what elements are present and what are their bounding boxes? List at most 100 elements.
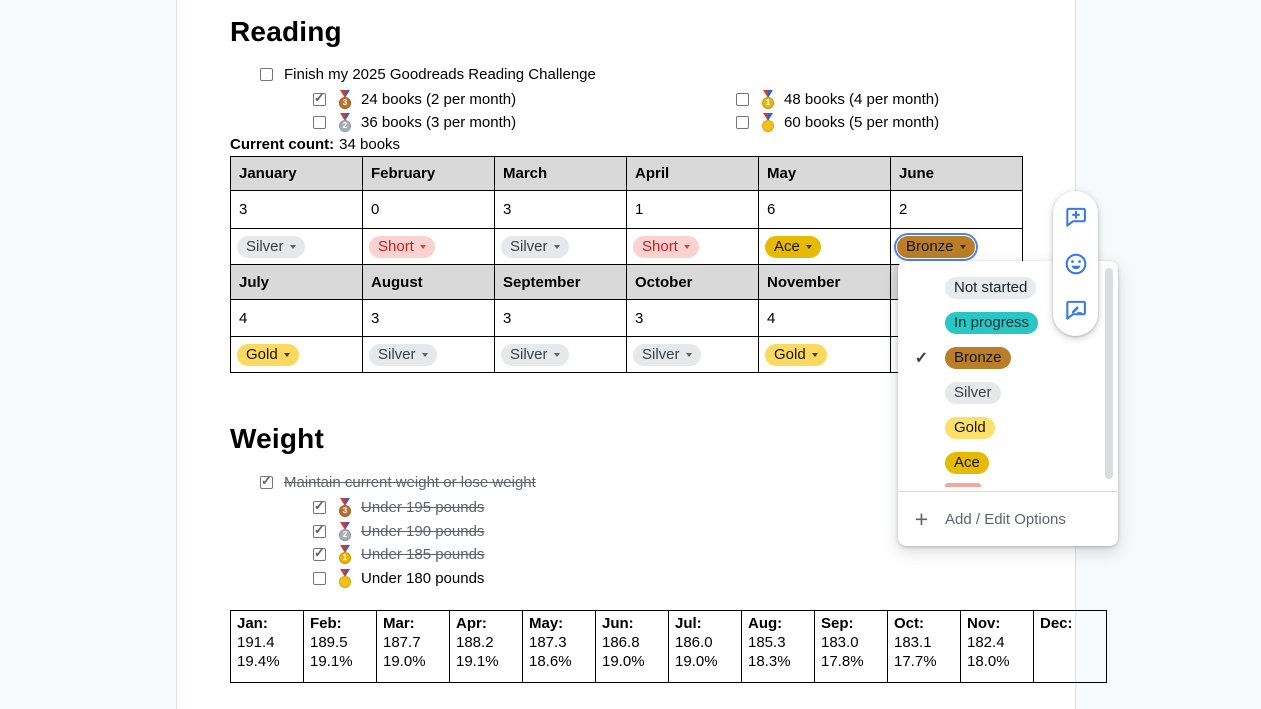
month-header: April <box>626 156 759 191</box>
checklist-row-weight-main: Maintain current weight or lose weight <box>260 473 536 491</box>
add-comment-button[interactable] <box>1063 204 1089 230</box>
weight-cell: Jan: 191.4 19.4% <box>230 610 304 683</box>
current-count-label: Current count: <box>230 136 335 153</box>
checkbox-under-185[interactable] <box>313 545 326 561</box>
sports-medal-icon <box>337 569 353 588</box>
weight-cell: Nov: 182.4 18.0% <box>960 610 1034 683</box>
checkbox-under-190[interactable] <box>313 522 326 538</box>
checklist-row-books-2: 2 36 books (3 per month) 60 books (5 per… <box>177 113 1075 132</box>
add-comment-icon <box>1065 207 1086 227</box>
checklist-row-books-1: 3 24 books (2 per month) 1 48 books (4 p… <box>177 90 1075 109</box>
book-count-cell: 3 <box>230 190 363 229</box>
chevron-down-icon <box>289 244 296 249</box>
status-chip-dropdown[interactable]: Silver <box>501 235 569 258</box>
status-chip-dropdown[interactable]: Short <box>369 235 435 258</box>
weight-cell: Jun: 186.8 19.0% <box>595 610 669 683</box>
checklist-label: Maintain current weight or lose weight <box>284 474 536 491</box>
table-header-row: January February March April May June <box>230 156 1023 191</box>
book-count-cell: 3 <box>362 299 495 337</box>
month-header: October <box>626 264 759 300</box>
weight-cell: Apr: 188.2 19.1% <box>449 610 523 683</box>
dropdown-option-ace[interactable]: Ace <box>898 445 1118 480</box>
table-count-row: 3 0 3 1 6 2 <box>230 190 1023 229</box>
status-chip-dropdown[interactable]: Gold <box>237 343 299 366</box>
chevron-down-icon <box>553 244 560 249</box>
month-header: January <box>230 156 363 191</box>
status-chip-dropdown[interactable]: Ace <box>765 235 821 258</box>
gold-medal-icon: 1 <box>760 90 776 109</box>
checklist-label: Finish my 2025 Goodreads Reading Challen… <box>284 66 596 83</box>
suggest-edits-button[interactable] <box>1063 297 1089 323</box>
menu-divider <box>898 491 1118 492</box>
sports-medal-icon <box>760 113 776 132</box>
checkbox-under-180[interactable] <box>313 572 326 585</box>
dropdown-option-gold[interactable]: Gold <box>898 410 1118 445</box>
current-count-value: 34 books <box>339 136 401 153</box>
status-chip-dropdown[interactable]: Silver <box>501 343 569 366</box>
chevron-down-icon <box>421 352 428 357</box>
dropdown-scrollbar-thumb[interactable] <box>1105 268 1113 479</box>
dropdown-option-not-started[interactable]: Not started <box>898 270 1118 305</box>
chevron-down-icon <box>283 352 290 357</box>
checklist-label: Under 195 pounds <box>361 499 485 516</box>
checklist-row-challenge: Finish my 2025 Goodreads Reading Challen… <box>260 66 596 83</box>
chevron-down-icon <box>805 244 812 249</box>
checkbox-48-books[interactable] <box>736 93 749 106</box>
weight-cell: Mar: 187.7 19.0% <box>376 610 450 683</box>
chevron-down-icon <box>811 352 818 357</box>
checkbox-under-195[interactable] <box>313 498 326 514</box>
book-count-cell: 6 <box>758 190 891 229</box>
floating-action-toolbar <box>1053 191 1098 336</box>
emoji-reaction-button[interactable] <box>1063 251 1089 277</box>
book-count-cell: 4 <box>230 299 363 337</box>
status-chip-dropdown-active[interactable]: Bronze <box>897 235 975 258</box>
checklist-label: Under 190 pounds <box>361 523 485 540</box>
status-chip-dropdown[interactable]: Silver <box>369 343 437 366</box>
status-chip-dropdown[interactable]: Silver <box>633 343 701 366</box>
checklist-label: 24 books (2 per month) <box>361 91 517 108</box>
weight-cell: Jul: 186.0 19.0% <box>668 610 742 683</box>
checkbox-maintain-weight[interactable] <box>260 473 273 489</box>
weight-cell: Aug: 185.3 18.3% <box>741 610 815 683</box>
weight-cell: Sep: 183.0 17.8% <box>814 610 888 683</box>
table-row: Jan: 191.4 19.4% Feb: 189.5 19.1% Mar: 187.7 1… <box>230 610 1107 683</box>
weight-cell: Feb: 189.5 19.1% <box>303 610 377 683</box>
status-chip-dropdown[interactable]: Gold <box>765 343 827 366</box>
checkbox-36-books[interactable] <box>313 116 326 129</box>
month-header: August <box>362 264 495 300</box>
month-header: February <box>362 156 495 191</box>
weight-cell: Dec: <box>1033 610 1107 683</box>
status-chip-dropdown[interactable]: Short <box>633 235 699 258</box>
checklist-label: 48 books (4 per month) <box>784 91 940 108</box>
suggest-edits-icon <box>1065 300 1086 320</box>
checkbox-60-books[interactable] <box>736 116 749 129</box>
checklist-option: 3 24 books (2 per month) <box>313 90 516 109</box>
silver-medal-icon: 2 <box>337 113 353 132</box>
checkbox-24-books[interactable] <box>313 90 326 106</box>
month-header: November <box>758 264 891 300</box>
book-count-cell: 0 <box>362 190 495 229</box>
weight-cell: Oct: 183.1 17.7% <box>887 610 961 683</box>
book-count-cell: 4 <box>758 299 891 337</box>
checklist-row-under-195: 3 Under 195 pounds <box>313 498 484 517</box>
checkbox-challenge[interactable] <box>260 68 273 81</box>
emoji-reaction-icon <box>1065 253 1086 274</box>
dropdown-option-bronze-selected[interactable]: ✓ Bronze <box>898 340 1118 375</box>
status-chip-dropdown[interactable]: Silver <box>237 235 305 258</box>
month-header: July <box>230 264 363 300</box>
chevron-down-icon <box>685 352 692 357</box>
weight-tracking-table: Jan: 191.4 19.4% Feb: 189.5 19.1% Mar: 187.7 1… <box>230 610 1107 683</box>
checklist-label: 36 books (3 per month) <box>361 114 517 131</box>
clipped-option-chip <box>945 483 981 487</box>
checklist-label: 60 books (5 per month) <box>784 114 940 131</box>
gold-medal-icon: 1 <box>337 545 353 564</box>
bronze-medal-icon: 3 <box>337 498 353 517</box>
month-header: May <box>758 156 891 191</box>
current-count-line: Current count: 34 books <box>230 136 400 153</box>
chevron-down-icon <box>683 244 690 249</box>
checklist-label: Under 185 pounds <box>361 546 485 563</box>
dropdown-option-in-progress[interactable]: In progress <box>898 305 1118 340</box>
dropdown-option-silver[interactable]: Silver <box>898 375 1118 410</box>
book-count-cell: 3 <box>494 299 627 337</box>
add-edit-options-button[interactable]: + Add / Edit Options <box>898 492 1118 546</box>
